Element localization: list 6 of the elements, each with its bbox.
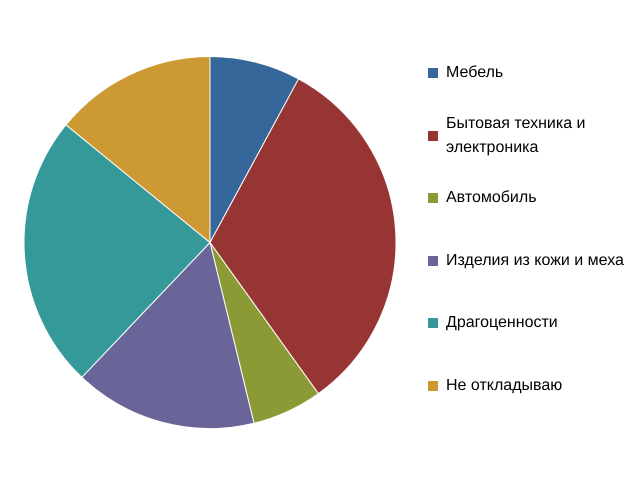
legend-label: Автомобиль xyxy=(446,188,537,208)
legend-label: Бытовая техника и электроника xyxy=(446,114,586,158)
legend-label: Не откладываю xyxy=(446,376,562,396)
legend-label: Драгоценности xyxy=(446,313,558,334)
legend-label: Изделия из кожи и меха xyxy=(446,250,624,271)
legend-label: Мебель xyxy=(446,63,504,84)
